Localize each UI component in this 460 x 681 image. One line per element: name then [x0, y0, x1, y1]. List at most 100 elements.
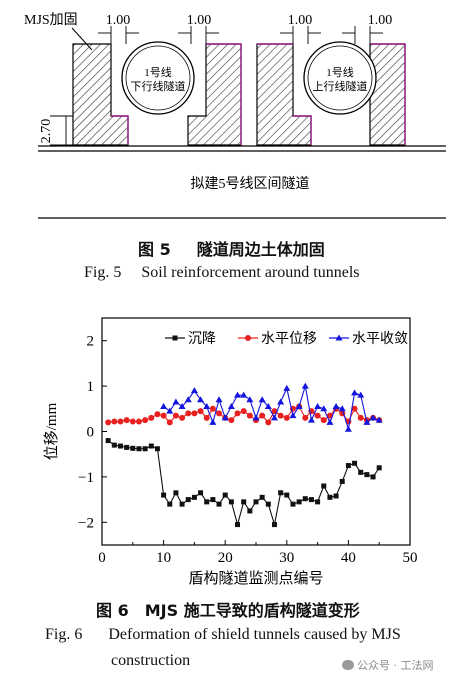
- data-point-s0-6: [142, 446, 148, 452]
- tunnel-left-circle: [121, 41, 195, 115]
- data-point-s1-26: [265, 419, 272, 426]
- data-point-s0-3: [124, 444, 130, 450]
- fig6-caption-en: Fig. 6 Deformation of shield tunnels caus…: [45, 626, 455, 644]
- data-point-s1-34: [314, 412, 321, 419]
- y-axis-label: 位移/mm: [43, 402, 60, 460]
- data-point-s2-13: [240, 391, 248, 398]
- dim-3: 1.00: [288, 13, 313, 28]
- data-point-s0-1: [111, 442, 117, 448]
- data-point-s0-4: [130, 445, 136, 451]
- data-point-s1-20: [228, 417, 235, 424]
- fig5-caption-cn: 图 5 隧道周边土体加固: [138, 236, 325, 260]
- x-tick-label: 30: [279, 550, 294, 566]
- data-point-s1-0: [105, 419, 112, 426]
- data-point-s1-29: [283, 414, 290, 421]
- data-point-s0-15: [198, 490, 204, 496]
- data-point-s1-8: [154, 411, 161, 418]
- series-line-0: [107, 440, 380, 527]
- data-point-s0-43: [370, 474, 376, 480]
- data-point-s0-14: [191, 494, 197, 500]
- data-point-s1-18: [216, 410, 223, 417]
- dim-4: 1.00: [368, 13, 393, 28]
- data-point-s2-25: [314, 403, 322, 410]
- fig5-caption-en-text: Soil reinforcement around tunnels: [141, 264, 360, 281]
- fig6-caption-en-num: Fig. 6: [45, 626, 83, 643]
- x-tick-label: 10: [156, 550, 171, 566]
- data-point-s2-6: [197, 396, 205, 403]
- y-tick-label: −2: [78, 515, 94, 531]
- data-point-s2-27: [326, 418, 334, 425]
- data-point-s1-4: [129, 418, 136, 425]
- data-point-s2-24: [307, 416, 315, 423]
- data-point-s2-33: [363, 418, 371, 425]
- data-point-s1-9: [160, 412, 167, 419]
- data-point-s2-7: [203, 403, 211, 410]
- y-tick-label: 1: [87, 379, 95, 395]
- data-point-s0-8: [154, 446, 160, 452]
- data-point-s1-21: [234, 410, 241, 417]
- data-point-s0-27: [271, 522, 277, 528]
- data-point-s0-36: [327, 494, 333, 500]
- data-point-s0-25: [259, 494, 265, 500]
- data-point-s2-1: [166, 407, 174, 414]
- data-point-s0-18: [216, 501, 222, 507]
- data-point-s0-40: [352, 460, 358, 466]
- dimension-marks: [50, 26, 383, 146]
- reinforcement-block-3: [256, 43, 312, 146]
- data-point-s1-17: [209, 405, 216, 412]
- legend-label-2: 水平收敛: [352, 331, 408, 347]
- legend-marker-0: [172, 335, 178, 341]
- data-point-s0-13: [185, 497, 191, 503]
- data-point-s2-10: [221, 414, 229, 421]
- data-point-s0-7: [148, 443, 154, 449]
- data-point-s0-23: [247, 508, 253, 514]
- data-point-s0-20: [228, 499, 234, 505]
- data-point-s1-35: [320, 417, 327, 424]
- data-point-s2-5: [190, 387, 198, 394]
- data-point-s0-19: [222, 492, 228, 498]
- data-point-s2-19: [277, 398, 285, 405]
- data-point-s1-15: [197, 408, 204, 415]
- x-tick-label: 0: [98, 550, 106, 566]
- wechat-icon: [342, 660, 354, 670]
- data-point-s0-24: [253, 499, 259, 505]
- data-point-s1-3: [123, 417, 130, 424]
- legend-marker-2: [335, 334, 343, 341]
- data-point-s2-8: [209, 418, 217, 425]
- data-point-s0-5: [136, 446, 142, 452]
- data-point-s2-23: [301, 382, 309, 389]
- data-point-s1-7: [148, 414, 155, 421]
- data-point-s2-14: [246, 396, 254, 403]
- data-point-s0-17: [210, 497, 216, 503]
- data-point-s1-32: [302, 414, 309, 421]
- data-point-s2-29: [338, 405, 346, 412]
- data-point-s1-23: [246, 412, 253, 419]
- data-point-s2-20: [283, 384, 291, 391]
- data-point-s1-40: [351, 405, 358, 412]
- tunnel-right-line2: 上行线隧道: [313, 79, 368, 93]
- x-tick-label: 20: [218, 550, 233, 566]
- data-point-s2-22: [295, 403, 303, 410]
- data-point-s1-11: [172, 412, 179, 419]
- watermark-text: 公众号 · 工法网: [357, 659, 434, 672]
- fig6-caption-cn-num: 图 6: [96, 601, 129, 620]
- data-point-s0-2: [117, 443, 123, 449]
- data-point-s2-12: [234, 391, 242, 398]
- data-point-s1-25: [259, 412, 266, 419]
- data-point-s0-34: [315, 499, 321, 505]
- data-point-s1-16: [203, 414, 210, 421]
- diagram-subtitle: 拟建5号线区间隧道: [191, 176, 310, 192]
- reinforcement-block-2: [187, 43, 242, 146]
- figure5-diagram: MJS加固 1号线 下行线隧道 1号线 上行线隧道 1.00 1.00 1.: [24, 12, 446, 219]
- data-point-s0-38: [339, 478, 345, 484]
- fig6-caption-en-line2: construction: [111, 652, 191, 669]
- data-point-s1-6: [142, 417, 149, 424]
- data-point-s0-26: [265, 501, 271, 507]
- data-point-s2-2: [172, 398, 180, 405]
- data-point-s2-31: [351, 389, 359, 396]
- data-point-s1-28: [277, 412, 284, 419]
- x-tick-label: 40: [341, 550, 356, 566]
- data-point-s0-44: [376, 465, 382, 471]
- data-point-s2-9: [215, 396, 223, 403]
